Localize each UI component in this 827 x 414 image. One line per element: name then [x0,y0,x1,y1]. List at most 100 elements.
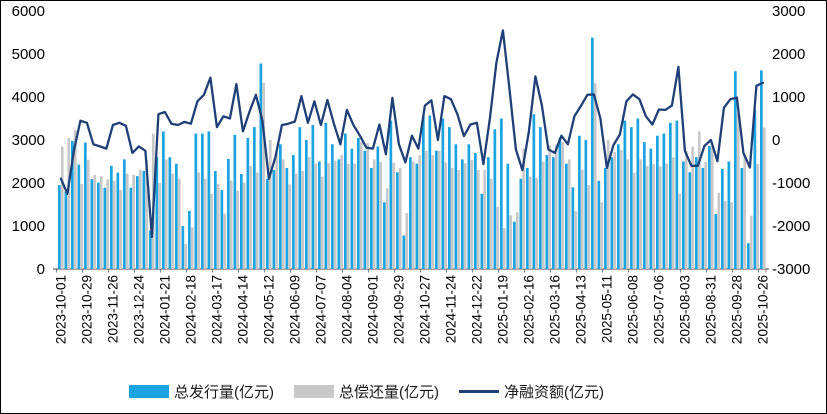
x-axis-date-label: 2024-11-24 [444,275,459,344]
repayment-bar [457,170,461,269]
issuance-bar [584,140,588,269]
issuance-bar [669,122,672,269]
issuance-bar [539,127,542,269]
repayment-bar [398,167,402,269]
repayment-bar [684,150,688,269]
repayment-bar [437,150,441,269]
repayment-bar [359,142,363,269]
x-axis-date-label: 2023-10-01 [54,275,69,344]
repayment-bar [301,170,305,269]
x-axis-date-label: 2025-01-19 [496,275,511,344]
repayment-bar [210,193,214,269]
left-axis-tick-label: 5000 [12,46,45,63]
x-axis-date-label: 2024-06-09 [288,275,303,344]
repayment-bar [249,165,253,269]
issuance-bar [721,168,724,269]
issuance-bar [454,144,458,269]
issuance-bar [214,170,217,269]
x-axis-date-label: 2025-02-16 [522,275,537,344]
repayment-bar [223,213,227,269]
issuance-bar [162,131,165,269]
issuance-bar [740,167,744,269]
x-axis-date-label: 2024-12-22 [470,275,485,344]
repayment-bar [626,159,630,269]
issuance-bar [682,161,685,269]
issuance-bar [636,118,640,269]
issuance-bar [747,243,750,269]
repayment-bar [645,165,649,269]
repayment-bar [119,189,123,269]
repayment-bar [340,155,344,269]
issuance-bar [58,185,61,269]
repayment-bar [424,150,428,269]
x-axis-date-label: 2024-01-21 [158,275,173,344]
repayment-bar [528,176,532,269]
legend-label-net-financing: 净融资额(亿元) [504,384,604,401]
x-axis-date-label: 2025-03-16 [548,275,563,344]
repayment-bar [444,162,448,269]
issuance-bar [123,159,126,269]
issuance-bar [318,161,321,269]
repayment-bar [515,212,519,269]
repayment-bar [307,157,311,269]
repayment-bar [164,159,168,269]
issuance-bar [409,157,412,269]
repayment-bar [522,148,526,269]
issuance-bar [519,178,523,269]
repayment-bar [561,142,565,269]
issuance-bar [597,180,601,269]
repayment-bar [632,172,636,269]
issuance-bar [363,150,367,269]
issuance-bar [695,157,698,269]
issuance-bar [344,133,347,269]
x-axis-date-label: 2024-09-29 [392,275,407,344]
issuance-bar [714,213,718,269]
x-axis-date-label: 2024-10-27 [418,275,433,344]
repayment-bar [613,152,617,269]
repayment-bar [392,162,396,269]
repayment-bar [80,183,84,269]
repayment-bar [385,188,389,269]
issuance-bar [259,63,263,270]
legend-item-total-issuance: 总发行量(亿元) [129,381,274,402]
repayment-bar [541,161,545,269]
x-axis-date-label: 2024-08-04 [340,275,355,345]
legend-item-net-financing: 净融资额(亿元) [459,381,604,402]
x-axis-date-label: 2023-11-26 [106,275,121,343]
repayment-bar [294,173,298,269]
repayment-bar [476,170,480,269]
repayment-bar [756,164,760,269]
issuance-bar [708,146,711,269]
repayment-bar [138,169,142,269]
issuance-color-swatch [129,385,169,398]
issuance-bar [77,164,81,269]
issuance-bar [526,167,529,269]
issuance-bar [311,124,315,269]
repayment-bar [463,163,467,269]
issuance-bar [142,170,146,269]
repayment-bar [158,183,162,269]
issuance-bar [448,127,451,269]
issuance-bar [240,173,243,269]
issuance-bar [656,135,659,269]
repayment-bar [704,161,708,269]
left-axis-tick-label: 1000 [12,218,45,235]
repayment-bar [333,160,337,269]
repayment-bar [593,83,597,270]
issuance-bar [155,157,159,269]
repayment-bar [184,244,188,269]
repayment-bar [606,140,610,269]
x-axis-date-label: 2024-03-17 [210,275,225,344]
repayment-bar [411,161,415,269]
repayment-bar [132,174,136,269]
net-financing-line [59,29,765,238]
repayment-bar [580,169,584,269]
issuance-bar [357,137,360,269]
issuance-bar [604,167,607,269]
x-axis-date-label: 2024-05-12 [262,275,277,344]
issuance-bar [760,70,763,269]
issuance-bar [350,148,354,269]
issuance-bar [383,202,386,269]
repayment-bar [743,155,747,269]
issuance-bar [194,133,198,269]
